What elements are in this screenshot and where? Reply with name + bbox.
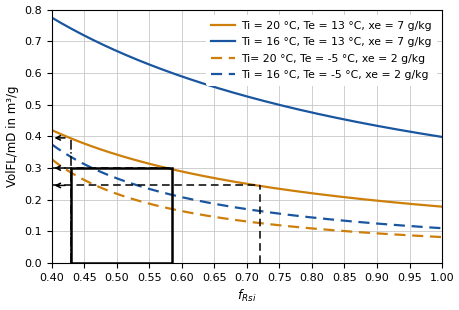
Ti = 16 °C, Te = -5 °C, xe = 2 g/kg	[342, 219, 347, 223]
Line: Ti = 20 °C, Te = 13 °C, xe = 7 g/kg: Ti = 20 °C, Te = 13 °C, xe = 7 g/kg	[51, 130, 441, 207]
Line: Ti = 16 °C, Te = -5 °C, xe = 2 g/kg: Ti = 16 °C, Te = -5 °C, xe = 2 g/kg	[51, 144, 441, 228]
Ti = 16 °C, Te = 13 °C, xe = 7 g/kg	[278, 104, 284, 107]
Ti = 16 °C, Te = 13 °C, xe = 7 g/kg	[309, 111, 314, 114]
Ti = 16 °C, Te = 13 °C, xe = 7 g/kg	[342, 118, 347, 122]
Ti = 16 °C, Te = 13 °C, xe = 7 g/kg	[49, 16, 54, 19]
Ti = 20 °C, Te = 13 °C, xe = 7 g/kg	[149, 162, 154, 166]
Ti = 16 °C, Te = 13 °C, xe = 7 g/kg	[438, 135, 444, 139]
Ti = 16 °C, Te = -5 °C, xe = 2 g/kg	[278, 212, 284, 216]
Line: Ti = 16 °C, Te = 13 °C, xe = 7 g/kg: Ti = 16 °C, Te = 13 °C, xe = 7 g/kg	[51, 17, 441, 137]
Bar	[71, 168, 172, 263]
Ti = 16 °C, Te = -5 °C, xe = 2 g/kg	[118, 178, 123, 182]
Legend: Ti = 20 °C, Te = 13 °C, xe = 7 g/kg, Ti = 16 °C, Te = 13 °C, xe = 7 g/kg, Ti= 20: Ti = 20 °C, Te = 13 °C, xe = 7 g/kg, Ti …	[206, 15, 436, 86]
Ti= 20 °C, Te = -5 °C, xe = 2 g/kg	[49, 157, 54, 161]
Ti = 20 °C, Te = 13 °C, xe = 7 g/kg	[342, 195, 347, 199]
Ti= 20 °C, Te = -5 °C, xe = 2 g/kg	[118, 193, 123, 197]
X-axis label: $f_{Rsi}$: $f_{Rsi}$	[237, 288, 256, 304]
Ti = 16 °C, Te = 13 °C, xe = 7 g/kg	[118, 51, 123, 55]
Ti = 16 °C, Te = -5 °C, xe = 2 g/kg	[309, 216, 314, 219]
Ti = 20 °C, Te = 13 °C, xe = 7 g/kg	[225, 179, 230, 183]
Ti= 20 °C, Te = -5 °C, xe = 2 g/kg	[309, 227, 314, 230]
Ti = 16 °C, Te = -5 °C, xe = 2 g/kg	[49, 142, 54, 146]
Ti= 20 °C, Te = -5 °C, xe = 2 g/kg	[438, 235, 444, 239]
Ti = 16 °C, Te = 13 °C, xe = 7 g/kg	[149, 64, 154, 68]
Ti= 20 °C, Te = -5 °C, xe = 2 g/kg	[342, 229, 347, 233]
Ti = 20 °C, Te = 13 °C, xe = 7 g/kg	[278, 187, 284, 191]
Ti= 20 °C, Te = -5 °C, xe = 2 g/kg	[278, 224, 284, 227]
Ti = 20 °C, Te = 13 °C, xe = 7 g/kg	[438, 205, 444, 209]
Ti= 20 °C, Te = -5 °C, xe = 2 g/kg	[149, 202, 154, 206]
Ti = 16 °C, Te = -5 °C, xe = 2 g/kg	[149, 188, 154, 192]
Ti = 20 °C, Te = 13 °C, xe = 7 g/kg	[309, 192, 314, 195]
Ti = 20 °C, Te = 13 °C, xe = 7 g/kg	[118, 154, 123, 158]
Y-axis label: VolFL/mD in m³/g: VolFL/mD in m³/g	[6, 86, 18, 187]
Line: Ti= 20 °C, Te = -5 °C, xe = 2 g/kg: Ti= 20 °C, Te = -5 °C, xe = 2 g/kg	[51, 159, 441, 237]
Ti = 16 °C, Te = -5 °C, xe = 2 g/kg	[225, 204, 230, 208]
Ti = 20 °C, Te = 13 °C, xe = 7 g/kg	[49, 128, 54, 132]
Ti= 20 °C, Te = -5 °C, xe = 2 g/kg	[225, 217, 230, 221]
Ti = 16 °C, Te = -5 °C, xe = 2 g/kg	[438, 226, 444, 230]
Ti = 16 °C, Te = 13 °C, xe = 7 g/kg	[225, 89, 230, 93]
